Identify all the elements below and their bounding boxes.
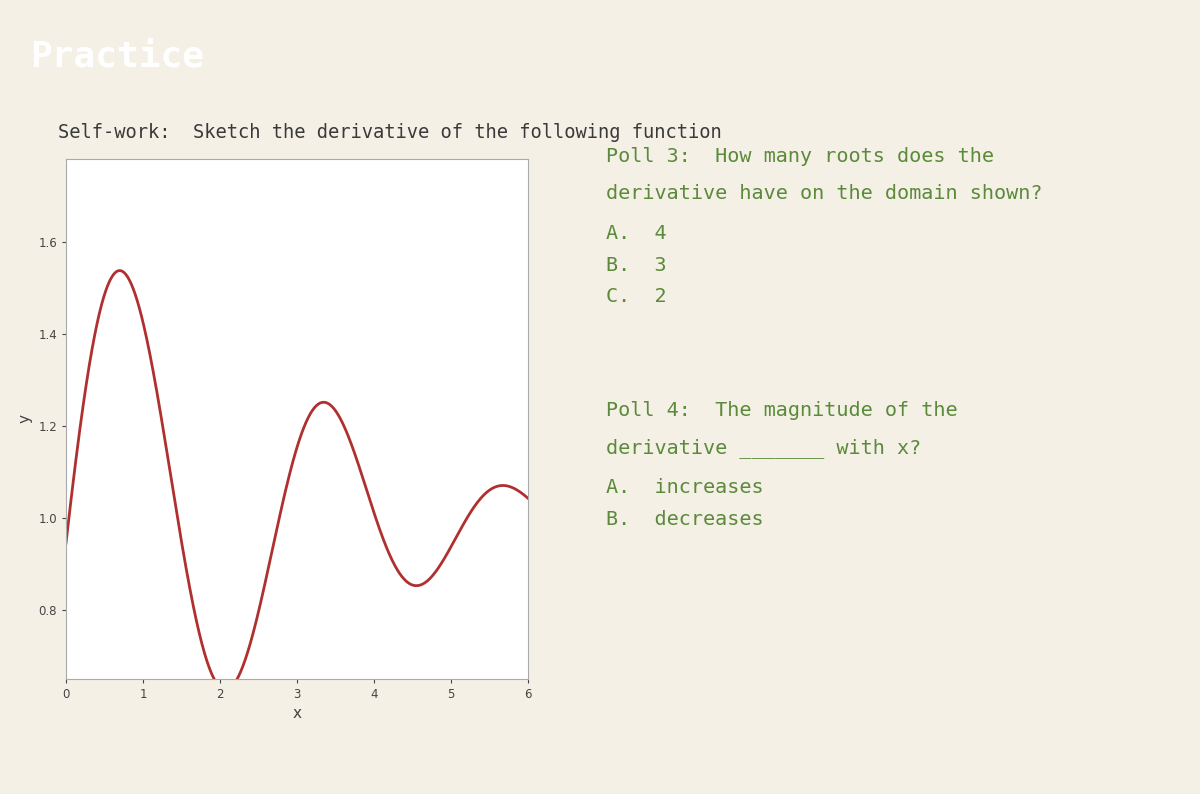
- Text: B.  3: B. 3: [606, 256, 667, 275]
- Text: C.  2: C. 2: [606, 287, 667, 306]
- Text: B.  decreases: B. decreases: [606, 510, 763, 529]
- Text: Poll 4:  The magnitude of the: Poll 4: The magnitude of the: [606, 401, 958, 420]
- Text: Self-work:  Sketch the derivative of the following function: Self-work: Sketch the derivative of the …: [58, 123, 721, 142]
- Bar: [0, 0, 552, 25]
- Text: Poll 3:  How many roots does the: Poll 3: How many roots does the: [606, 147, 994, 166]
- Y-axis label: y: y: [18, 414, 32, 423]
- Text: derivative _______ with x?: derivative _______ with x?: [606, 438, 922, 458]
- Text: A.  4: A. 4: [606, 224, 667, 243]
- X-axis label: x: x: [293, 707, 301, 722]
- Text: A.  increases: A. increases: [606, 478, 763, 497]
- Text: Practice: Practice: [30, 40, 204, 74]
- Text: derivative have on the domain shown?: derivative have on the domain shown?: [606, 184, 1043, 203]
